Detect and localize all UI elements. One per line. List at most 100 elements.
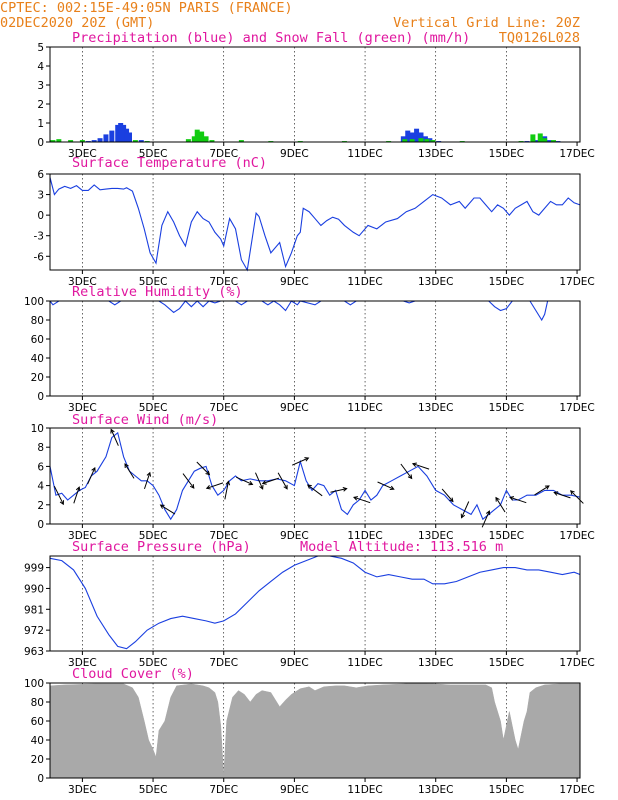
wind-arrow bbox=[110, 428, 119, 446]
rain-bar bbox=[138, 140, 144, 142]
snow-bar bbox=[430, 140, 436, 142]
x-tick-label: 15DEC bbox=[489, 276, 524, 288]
wind-arrow bbox=[411, 462, 430, 470]
x-tick-label: 11DEC bbox=[347, 276, 382, 288]
wind-arrow bbox=[509, 496, 527, 504]
x-tick-label: 5DEC bbox=[139, 530, 168, 542]
x-tick-label: 17DEC bbox=[559, 657, 594, 669]
wind-title: Surface Wind (m/s) bbox=[72, 412, 218, 428]
x-tick-label: 11DEC bbox=[347, 784, 382, 796]
y-tick-label: 40 bbox=[31, 353, 44, 365]
x-tick-label: 11DEC bbox=[347, 657, 382, 669]
x-tick-label: 17DEC bbox=[559, 276, 594, 288]
x-tick-label: 9DEC bbox=[280, 530, 309, 542]
y-tick-label: 10 bbox=[31, 423, 44, 435]
wind-arrow bbox=[291, 457, 310, 466]
x-tick-label: 5DEC bbox=[139, 148, 168, 160]
wind-arrow bbox=[254, 472, 264, 490]
y-tick-label: 3 bbox=[37, 80, 44, 92]
x-tick-label: 11DEC bbox=[347, 402, 382, 414]
wind-arrow bbox=[460, 501, 470, 519]
rain-bar bbox=[115, 124, 121, 142]
x-tick-label: 7DEC bbox=[209, 784, 238, 796]
cloud-area bbox=[49, 682, 581, 779]
x-tick-label: 7DEC bbox=[209, 402, 238, 414]
x-tick-label: 17DEC bbox=[559, 784, 594, 796]
pressure-title: Surface Pressure (hPa) bbox=[72, 539, 251, 555]
wind-arrow bbox=[570, 490, 584, 504]
y-tick-label: 60 bbox=[31, 334, 44, 346]
wind-arrow bbox=[481, 510, 491, 528]
rain-bar bbox=[127, 132, 132, 142]
header-start-time: 02DEC2020 20Z (GMT) bbox=[0, 15, 154, 31]
y-tick-label: 40 bbox=[31, 735, 44, 747]
wind-arrow bbox=[205, 482, 224, 490]
y-tick-label: 990 bbox=[24, 583, 44, 595]
rain-bar bbox=[533, 140, 539, 142]
snow-bar bbox=[409, 139, 415, 142]
wind-arrow bbox=[124, 463, 135, 479]
rain-bar bbox=[118, 123, 124, 142]
x-tick-label: 9DEC bbox=[280, 657, 309, 669]
y-tick-label: 6 bbox=[37, 169, 44, 181]
rain-bar bbox=[427, 138, 433, 142]
wind-arrow bbox=[53, 485, 64, 506]
precip-frame bbox=[49, 46, 581, 143]
x-tick-label: 17DEC bbox=[559, 148, 594, 160]
y-tick-label: 100 bbox=[24, 296, 44, 308]
rain-bar bbox=[103, 134, 109, 142]
y-tick-label: 0 bbox=[37, 210, 44, 222]
wind-arrow bbox=[87, 466, 96, 485]
wind-frame bbox=[49, 427, 581, 525]
header-location: CPTEC: 002:15E-49:05N PARIS (FRANCE) bbox=[0, 0, 293, 16]
rain-bar bbox=[97, 138, 103, 142]
y-tick-label: 4 bbox=[37, 481, 44, 493]
wind-arrow bbox=[261, 477, 280, 485]
x-tick-label: 11DEC bbox=[347, 148, 382, 160]
x-tick-label: 17DEC bbox=[559, 402, 594, 414]
wind-arrow bbox=[224, 480, 231, 500]
y-tick-label: 0 bbox=[37, 773, 44, 785]
x-tick-label: 11DEC bbox=[347, 530, 382, 542]
y-tick-label: 963 bbox=[24, 646, 44, 658]
x-tick-label: 3DEC bbox=[68, 657, 97, 669]
wind-arrow bbox=[306, 484, 323, 497]
x-tick-label: 15DEC bbox=[489, 657, 524, 669]
humidity-line bbox=[49, 300, 580, 322]
x-tick-label: 13DEC bbox=[418, 530, 453, 542]
x-tick-label: 9DEC bbox=[280, 276, 309, 288]
y-tick-label: -3 bbox=[34, 231, 44, 243]
snow-bar bbox=[203, 136, 209, 142]
x-tick-label: 13DEC bbox=[418, 784, 453, 796]
pressure-line bbox=[49, 555, 581, 650]
wind-arrow bbox=[236, 476, 254, 486]
x-tick-label: 13DEC bbox=[418, 657, 453, 669]
x-tick-label: 7DEC bbox=[209, 148, 238, 160]
wind-arrow bbox=[377, 481, 395, 491]
cloud-panel: Cloud Cover (%) 0 20 40 60 80 100 3DEC 5DEC 7DEC 9… bbox=[24, 666, 595, 796]
snow-bar bbox=[542, 138, 548, 142]
snow-bar bbox=[199, 131, 205, 142]
wind-arrow bbox=[73, 486, 81, 504]
rain-bar bbox=[121, 124, 127, 142]
x-tick-label: 5DEC bbox=[139, 276, 168, 288]
x-tick-label: 5DEC bbox=[139, 657, 168, 669]
wind-arrow bbox=[196, 461, 211, 476]
snow-bar bbox=[132, 140, 138, 142]
temperature-panel: Surface Temperature (nC) 6 3 0 -3 -6 3DEC 5DEC 7… bbox=[34, 155, 595, 288]
humidity-title: Relative Humidity (%) bbox=[72, 284, 243, 300]
x-tick-label: 7DEC bbox=[209, 530, 238, 542]
precip-title: Precipitation (blue) and Snow Fall (gree… bbox=[72, 30, 470, 46]
y-tick-label: 20 bbox=[31, 754, 44, 766]
x-tick-label: 15DEC bbox=[489, 530, 524, 542]
wind-line bbox=[49, 431, 581, 521]
x-tick-label: 9DEC bbox=[280, 784, 309, 796]
x-tick-label: 15DEC bbox=[489, 402, 524, 414]
y-tick-label: 4 bbox=[37, 61, 44, 73]
cloud-title: Cloud Cover (%) bbox=[72, 666, 194, 682]
x-tick-label: 5DEC bbox=[139, 784, 168, 796]
wind-arrow bbox=[277, 472, 288, 490]
x-tick-label: 9DEC bbox=[280, 148, 309, 160]
x-tick-label: 3DEC bbox=[68, 530, 97, 542]
snow-bar bbox=[50, 140, 56, 142]
